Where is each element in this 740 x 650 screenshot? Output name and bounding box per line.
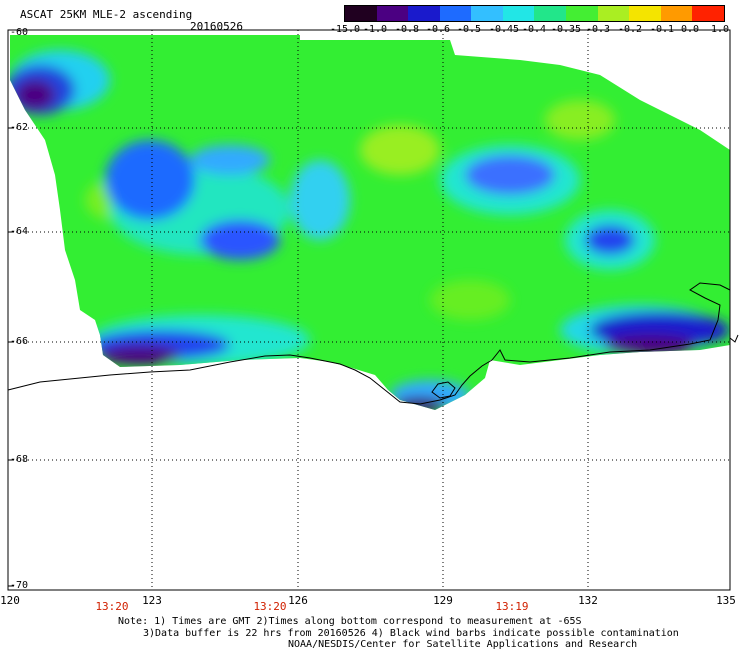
note-line-3: NOAA/NESDIS/Center for Satellite Applica… <box>288 639 638 650</box>
colorbar-swatch <box>629 6 661 21</box>
colorbar-swatch <box>692 6 724 21</box>
colorbar-swatch <box>502 6 535 21</box>
note-line-2: 3)Data buffer is 22 hrs from 20160526 4)… <box>143 628 679 639</box>
coastline-inlet <box>431 381 456 399</box>
lon-label: 126 <box>288 594 308 607</box>
time-label: 13:20 <box>95 600 129 613</box>
colorbar-swatch <box>439 6 472 21</box>
lat-label: -62 <box>10 122 29 133</box>
colorbar-swatch <box>534 6 567 21</box>
colorbar-swatch <box>660 6 693 21</box>
lon-label: 135 <box>716 594 736 607</box>
colorbar-swatch <box>566 6 598 21</box>
lon-label: 129 <box>433 594 453 607</box>
coastline <box>7 282 731 405</box>
colorbar-swatch <box>597 6 630 21</box>
lat-ticks <box>8 127 14 587</box>
time-label: 13:19 <box>495 600 529 613</box>
colorbar-swatch <box>471 6 503 21</box>
lat-label: -60 <box>10 27 29 38</box>
map-frame <box>7 29 731 591</box>
lon-label: 123 <box>142 594 162 607</box>
lat-label: -70 <box>10 580 29 591</box>
lat-label: -64 <box>10 226 29 237</box>
lat-label: -66 <box>10 336 29 347</box>
colorbar <box>344 5 725 22</box>
wind-field <box>10 35 730 410</box>
colorbar-swatch <box>408 6 440 21</box>
colorbar-swatch <box>345 6 377 21</box>
lat-lon-grid <box>8 30 730 590</box>
lon-label: 120 <box>0 594 20 607</box>
colorbar-swatch <box>376 6 409 21</box>
note-line-1: Note: 1) Times are GMT 2)Times along bot… <box>118 616 582 627</box>
lat-label: -68 <box>10 454 29 465</box>
coastline-east <box>729 334 739 343</box>
time-label: 13:20 <box>253 600 287 613</box>
map-title: ASCAT 25KM MLE-2 ascending <box>20 8 193 21</box>
lon-label: 132 <box>578 594 598 607</box>
